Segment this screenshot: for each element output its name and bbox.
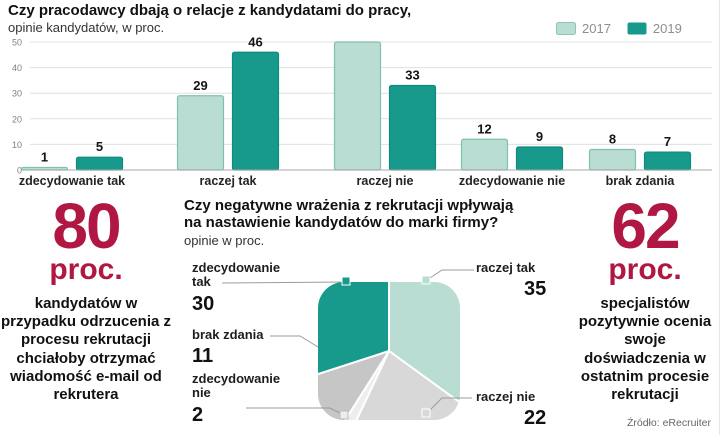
bar-2017-raczej nie <box>333 41 382 171</box>
marker-raczej-tak-icon <box>421 275 431 285</box>
y-tick-label: 0 <box>17 166 22 176</box>
bar-chart-title: Czy pracodawcy dbają o relacje z kandyda… <box>8 2 412 19</box>
callout-brak-zdania: brak zdania 11 <box>192 327 287 368</box>
bar-value-label: 50 <box>350 36 364 39</box>
callout-label: brak zdania <box>192 327 264 342</box>
right-stat-text: specjalistów pozytywnie ocenia swoje doś… <box>578 294 712 404</box>
bar-value-label: 33 <box>405 68 419 83</box>
callout-label: raczej nie <box>476 389 536 404</box>
pie-slice-raczej tak <box>388 282 460 420</box>
pie-chart-subtitle: opinie w proc. <box>184 233 265 248</box>
marker-zdecydowanie-nie-icon <box>339 410 349 420</box>
bar-2019-zdecydowanie tak <box>75 156 124 171</box>
source-credit: Źródło: eRecruiter <box>626 417 711 429</box>
callout-value: 35 <box>524 278 547 301</box>
left-stat-block: 80 proc. kandydatów w przypadku odrzucen… <box>0 190 172 405</box>
category-label: zdecydowanie nie <box>459 174 565 188</box>
legend-item-2019: 2019 <box>627 21 682 36</box>
y-tick-label: 30 <box>12 89 22 99</box>
callout-label: zdecydowanie tak <box>192 260 281 290</box>
callout-line-zdecydowanie-nie <box>246 407 343 415</box>
bar-2019-zdecydowanie nie <box>515 146 564 171</box>
legend-label-2019: 2019 <box>652 21 682 36</box>
callout-value: 22 <box>524 407 547 430</box>
pie-chart <box>318 282 460 420</box>
category-label: brak zdania <box>606 174 676 188</box>
bar-value-label: 7 <box>664 134 671 149</box>
pie-chart-title: Czy negatywne wrażenia z rekrutacji wpły… <box>184 197 513 232</box>
bar-value-label: 1 <box>41 149 48 164</box>
bar-2017-brak zdania <box>588 148 637 171</box>
callout-raczej-tak: raczej tak 35 <box>476 260 571 301</box>
callout-label: zdecydowanie nie <box>192 371 281 401</box>
pie-title-line2: na nastawienie kandydatów do marki firmy… <box>184 214 499 232</box>
bar-2017-zdecydowanie nie <box>460 138 509 171</box>
callout-value: 2 <box>192 403 204 426</box>
pie-callout-lines <box>221 269 474 420</box>
left-stat-unit: proc. <box>49 253 123 287</box>
category-label: zdecydowanie tak <box>19 174 125 188</box>
y-tick-label: 10 <box>12 140 22 150</box>
callout-value: 11 <box>192 345 214 368</box>
pie-slice-zdecydowanie tak <box>318 282 390 396</box>
legend-swatch-2017-icon <box>556 22 576 35</box>
bar-2019-raczej tak <box>231 51 280 171</box>
callout-label: raczej tak <box>476 260 536 275</box>
bar-value-label: 46 <box>248 36 262 49</box>
callout-raczej-nie: raczej nie 22 <box>476 389 571 430</box>
right-stat-value: 62 <box>611 190 680 262</box>
bar-value-label: 8 <box>609 132 616 147</box>
category-label: raczej tak <box>200 174 257 188</box>
y-tick-label: 20 <box>12 114 22 124</box>
bar-value-label: 12 <box>477 121 491 136</box>
bar-2019-brak zdania <box>643 151 692 171</box>
callout-value: 30 <box>192 292 215 315</box>
right-stat-unit: proc. <box>608 253 682 287</box>
bar-2019-raczej nie <box>388 84 437 171</box>
right-stat-block: 62 proc. specjalistów pozytywnie ocenia … <box>570 190 720 405</box>
legend-item-2017: 2017 <box>556 21 611 36</box>
y-tick-label: 40 <box>12 63 22 73</box>
left-stat-text: kandydatów w przypadku odrzucenia z proc… <box>0 294 172 404</box>
y-tick-label: 50 <box>12 38 22 48</box>
bar-chart: 0 10 20 30 40 50 1 5 zdecydowanie tak 29 46 raczej … <box>12 36 712 188</box>
pie-title-line1: Czy negatywne wrażenia z rekrutacji wpły… <box>184 197 514 214</box>
bar-value-label: 5 <box>96 139 103 154</box>
legend: 2017 2019 <box>556 21 682 36</box>
bar-2017-raczej tak <box>176 95 225 171</box>
callout-line-brak-zdania <box>270 335 319 348</box>
callout-line-raczej-tak <box>429 269 474 279</box>
marker-raczej-nie-icon <box>421 408 431 418</box>
bar-value-label: 29 <box>193 78 207 93</box>
callout-zdecydowanie-nie: zdecydowanie nie 2 <box>192 371 281 426</box>
pie-slice-zdecydowanie nie <box>318 350 390 420</box>
left-stat-value: 80 <box>52 190 121 262</box>
legend-label-2017: 2017 <box>582 21 611 36</box>
callout-line-zdecydowanie-tak <box>221 281 347 284</box>
category-label: raczej nie <box>357 174 414 188</box>
legend-swatch-2019-icon <box>627 22 647 35</box>
bar-value-label: 9 <box>536 129 543 144</box>
callout-zdecydowanie-tak: zdecydowanie tak 30 <box>192 260 281 315</box>
bar-chart-subtitle: opinie kandydatów, w proc. <box>8 20 165 35</box>
marker-zdecydowanie-tak-icon <box>341 276 351 286</box>
callout-line-raczej-nie <box>427 397 472 413</box>
